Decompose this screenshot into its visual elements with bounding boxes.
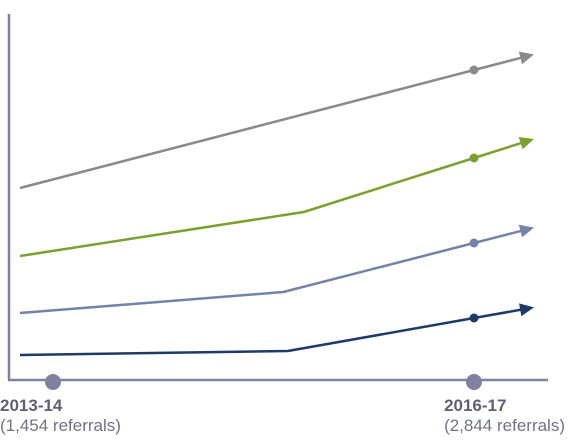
x-tick-label-end: 2016-17 (2,844 referrals) [444, 396, 565, 436]
series-arrow-2 [518, 137, 534, 150]
x-tick-note-end: (2,844 referrals) [444, 416, 565, 435]
x-axis-marker-start [45, 374, 61, 390]
x-tick-period-end: 2016-17 [444, 396, 507, 415]
series-point-3 [469, 238, 479, 248]
series-line-2 [19, 140, 527, 258]
series-point-1 [469, 65, 479, 75]
series-arrow-1 [518, 51, 534, 65]
series-layer [19, 51, 534, 357]
x-tick-label-start: 2013-14 (1,454 referrals) [0, 396, 121, 436]
series-arrow-3 [518, 224, 534, 238]
series-arrow-4 [519, 303, 534, 317]
series-line-4 [19, 307, 527, 357]
series-line-3 [19, 228, 527, 315]
series-line-1 [19, 55, 527, 190]
x-tick-period-start: 2013-14 [0, 396, 63, 415]
series-point-2 [469, 153, 479, 163]
x-tick-note-start: (1,454 referrals) [0, 416, 121, 435]
series-point-4 [469, 313, 479, 323]
x-axis-marker-end [466, 374, 482, 390]
